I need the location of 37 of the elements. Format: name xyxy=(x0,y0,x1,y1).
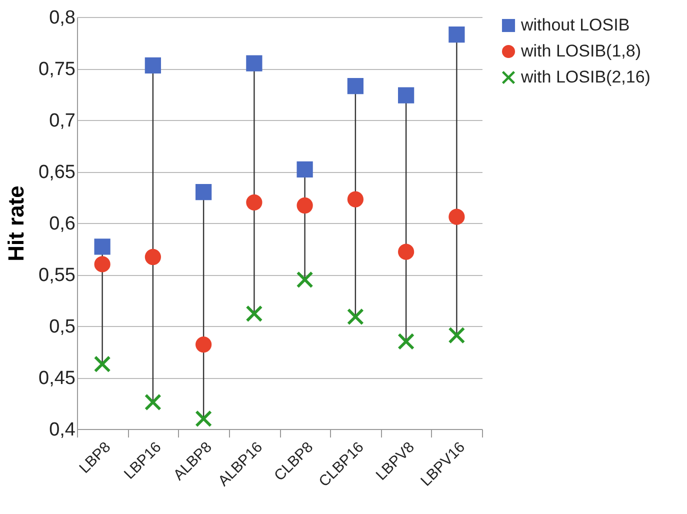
legend-label: without LOSIB xyxy=(520,16,630,34)
point xyxy=(347,191,364,208)
y-tick-label: 0,7 xyxy=(49,110,76,132)
point xyxy=(196,410,212,427)
point xyxy=(144,394,161,410)
point xyxy=(398,333,414,350)
point xyxy=(296,272,313,288)
point xyxy=(347,78,364,94)
point xyxy=(296,161,313,178)
point xyxy=(144,57,161,74)
y-tick-label: 0,6 xyxy=(49,214,76,234)
point xyxy=(144,248,161,266)
point xyxy=(196,184,212,200)
y-tick-label: 0,65 xyxy=(38,162,76,183)
point xyxy=(94,256,110,272)
point xyxy=(246,55,262,72)
point xyxy=(398,244,414,260)
point xyxy=(347,308,364,325)
y-tick-label: 0,8 xyxy=(49,8,76,28)
point xyxy=(448,208,465,225)
point xyxy=(296,197,313,214)
y-tick-label: 0,75 xyxy=(38,59,76,80)
point xyxy=(246,194,262,210)
point xyxy=(246,306,262,322)
y-tick-label: 0,45 xyxy=(38,368,76,389)
y-tick-label: 0,55 xyxy=(38,265,76,286)
point xyxy=(196,336,212,353)
point xyxy=(448,26,465,43)
y-tick-label: 0,4 xyxy=(49,420,76,440)
point xyxy=(398,87,414,104)
legend-label: with LOSIB(2,16) xyxy=(520,68,650,86)
point xyxy=(94,238,110,255)
legend-label: with LOSIB(1,8) xyxy=(520,42,641,60)
point xyxy=(94,356,110,372)
y-tick-label: 0,5 xyxy=(49,316,76,338)
point xyxy=(448,327,465,344)
y-axis-title: Hit rate xyxy=(4,186,29,262)
